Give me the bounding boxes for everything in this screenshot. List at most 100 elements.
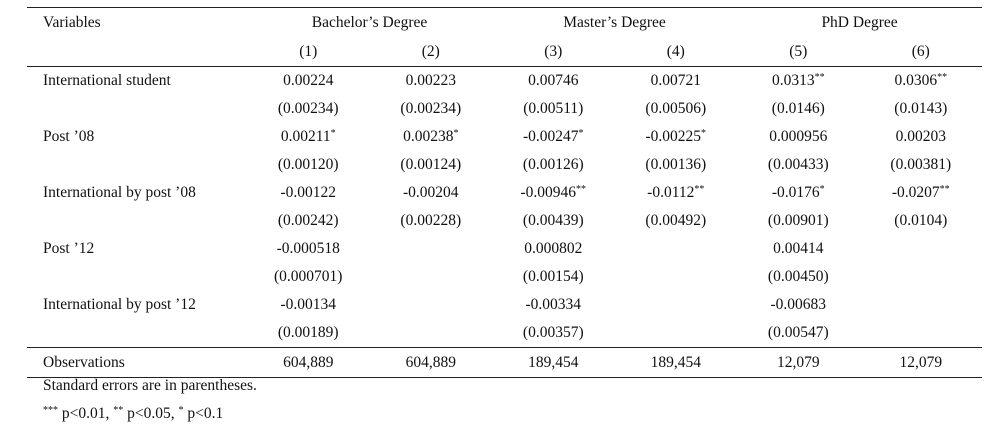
p-001-text: p<0.01, [58,405,114,422]
coefficient-row: Post ’12 -0.000518 0.000802 0.00414 [27,235,982,263]
p-01-text: p<0.1 [183,405,224,422]
standard-error-cell: (0.00357) [522,324,584,341]
coefficient-cell: -0.00134 [247,291,370,319]
observations-cell: 189,454 [614,347,738,378]
standard-error-cell [860,319,983,348]
p-005-text: p<0.05, [123,405,179,422]
column-number-4: (4) [614,38,738,67]
standard-error-cell: (0.00492) [645,212,707,229]
standard-error-cell: (0.00381) [890,156,952,173]
standard-error-cell: (0.00228) [400,212,462,229]
coefficient-value: 0.0313 [771,72,815,89]
standard-errors-note: Standard errors are in parentheses. [43,377,257,394]
significance-stars: ** [814,72,825,83]
coefficient-value: 0.0306 [894,72,938,89]
coefficient-cell [370,291,493,319]
coefficient-cell: 0.000956 [737,123,860,151]
observations-cell: 12,079 [859,347,983,378]
observations-row: Observations 604,889 604,889 189,454 189… [27,347,983,378]
coefficient-value: 0.000956 [769,128,828,145]
coefficient-cell: 0.00746 [492,67,615,96]
standard-error-spacer [27,319,247,348]
coefficient-value: -0.00204 [402,184,459,201]
coefficient-value: 0.00203 [895,128,946,145]
standard-error-cell: (0.00506) [645,100,707,117]
column-number-3: (3) [492,38,615,67]
coefficient-cell: -0.00334 [492,291,615,319]
coefficient-cell [615,235,738,263]
coefficient-value: 0.00211 [280,128,331,145]
standard-error-cell: (0.00511) [523,100,584,117]
observations-cell: 189,454 [492,347,615,378]
significance-stars: ** [576,184,587,195]
observations-cell: 604,889 [247,347,370,378]
coefficient-row: International by post ’12 -0.00134 -0.0033… [27,291,982,319]
variable-label: Post ’08 [43,128,95,145]
standard-error-cell: (0.00547) [767,324,829,341]
standard-error-cell [615,319,738,348]
coefficient-cell [370,235,493,263]
variable-label: International by post ’12 [43,296,196,313]
coefficient-value: 0.00746 [528,72,579,89]
standard-error-spacer [27,263,247,291]
coefficient-value: 0.00223 [405,72,456,89]
group-header-bachelors: Bachelor’s Degree [247,7,493,38]
coefficient-value: -0.0176 [771,184,820,201]
column-number-5: (5) [737,38,860,67]
coefficient-cell: -0.00225* [615,123,738,151]
coefficient-cell: 0.00211* [247,123,370,151]
group-header-phd: PhD Degree [737,7,983,38]
column-number-row: (1) (2) (3) (4) (5) (6) [27,38,983,67]
coefficient-value: 0.00414 [773,240,824,257]
standard-error-cell: (0.00136) [645,156,707,173]
standard-error-cell: (0.00126) [522,156,584,173]
observations-cell: 604,889 [369,347,493,378]
standard-error-cell: (0.0143) [894,100,948,117]
variable-label: International student [43,72,171,89]
coefficient-value: -0.00225 [645,128,702,145]
coefficient-cell: 0.0306** [860,67,983,96]
standard-error-cell: (0.0104) [894,212,948,229]
coefficient-row: Post ’08 0.00211* 0.00238* -0.00247* -0.0022… [27,123,982,151]
significance-stars: * [453,128,459,139]
coefficient-cell [615,291,738,319]
standard-error-cell: (0.00439) [522,212,584,229]
coefficient-cell: 0.00203 [860,123,983,151]
group-header-row: Variables Bachelor’s Degree Master’s Deg… [27,7,983,38]
standard-error-cell: (0.00433) [767,156,829,173]
standard-error-cell [370,263,493,291]
standard-error-spacer [27,151,247,179]
coefficient-value: -0.00334 [525,296,582,313]
standard-error-cell: (0.00242) [277,212,339,229]
significance-stars: * [578,128,584,139]
column-number-6: (6) [859,38,983,67]
variables-header: Variables [27,7,247,38]
stars-two: ** [113,405,124,416]
coefficient-cell: -0.0176* [737,179,860,207]
coefficient-value: -0.00122 [280,184,337,201]
group-header-masters: Master’s Degree [492,7,738,38]
standard-error-row: (0.00189) (0.00357) (0.00547) [27,319,982,348]
significance-stars: ** [939,184,950,195]
coefficient-cell [860,235,983,263]
coefficient-cell: 0.00238* [370,123,493,151]
coefficient-value: -0.00134 [280,296,337,313]
standard-error-cell: (0.00124) [400,156,462,173]
regression-table: Variables Bachelor’s Degree Master’s Deg… [27,7,983,378]
coefficient-value: 0.00224 [283,72,334,89]
standard-error-cell [615,263,738,291]
standard-error-cell: (0.00120) [277,156,339,173]
coefficient-value: -0.0207 [891,184,940,201]
coefficient-value: 0.00238 [403,128,454,145]
observations-label: Observations [27,347,247,378]
table-notes: Standard errors are in parentheses. *** … [43,372,257,428]
significance-stars: * [701,128,707,139]
regression-table-container: Variables Bachelor’s Degree Master’s Deg… [27,7,983,378]
coefficient-value: 0.00721 [650,72,701,89]
coefficient-cell: 0.0313** [737,67,860,96]
coefficient-cell: -0.00683 [737,291,860,319]
coefficient-value: -0.00946 [520,184,577,201]
coefficient-cell: 0.00721 [615,67,738,96]
standard-error-cell: (0.00189) [277,324,339,341]
standard-error-row: (0.00242) (0.00228) (0.00439) (0.00492) (0.0… [27,207,982,235]
